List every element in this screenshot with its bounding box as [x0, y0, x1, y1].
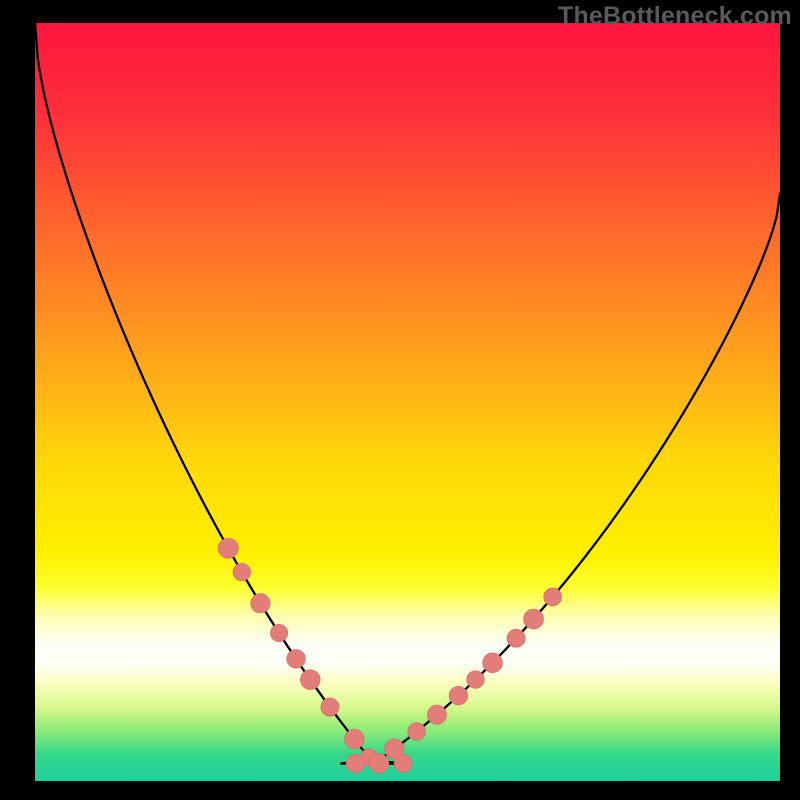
data-point-marker: [270, 624, 287, 641]
plot-area: [35, 23, 780, 781]
data-point-marker: [467, 671, 485, 689]
data-point-marker: [408, 723, 426, 741]
chart-svg: [35, 23, 780, 781]
data-point-marker: [345, 729, 365, 749]
data-point-marker: [218, 538, 238, 558]
data-point-marker: [233, 563, 251, 581]
data-point-marker: [346, 754, 365, 773]
data-point-marker: [427, 705, 446, 724]
data-point-marker: [449, 686, 468, 705]
data-point-marker: [507, 629, 525, 647]
data-point-marker: [369, 754, 388, 773]
data-point-marker: [300, 670, 320, 690]
data-point-marker: [524, 609, 544, 629]
data-point-marker: [544, 588, 562, 606]
data-point-marker: [251, 594, 270, 613]
data-point-marker: [287, 650, 306, 669]
stage: TheBottleneck.com: [0, 0, 800, 800]
watermark-text: TheBottleneck.com: [558, 2, 792, 31]
data-point-marker: [321, 698, 339, 716]
chart-background: [35, 23, 780, 781]
data-point-marker: [384, 739, 404, 759]
data-point-marker: [483, 653, 503, 673]
